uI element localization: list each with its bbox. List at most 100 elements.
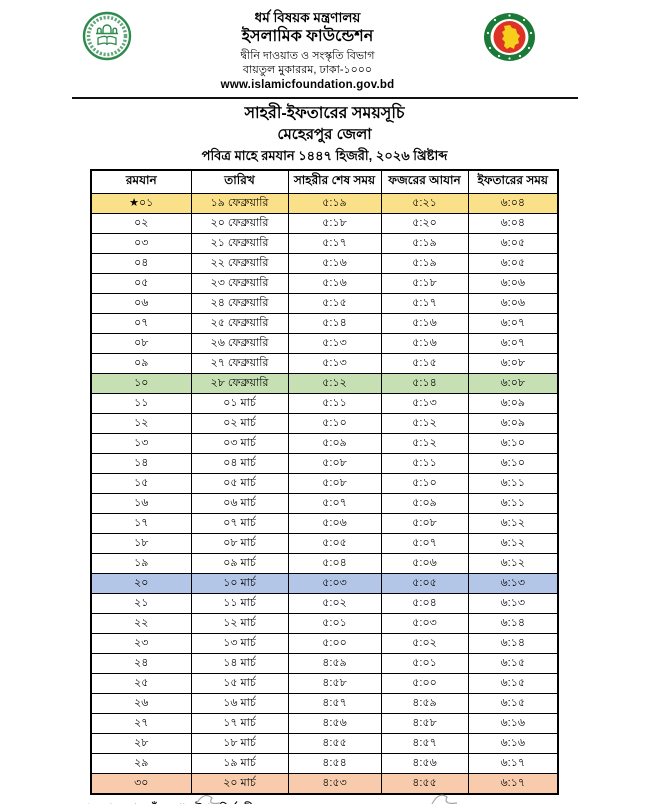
cell: ৬:১০ bbox=[467, 453, 559, 475]
table-row: ০৪ ২২ ফেব্রুয়ারি ৫:১৬ ৫:১৯ ৬:০৫ bbox=[90, 253, 559, 275]
table-row: ২৫ ১৫ মার্চ ৪:৫৮ ৫:০০ ৬:১৫ bbox=[90, 673, 559, 695]
cell: ৪:৫৮ bbox=[380, 713, 469, 735]
cell: ২৫ bbox=[90, 673, 192, 695]
table-row: ১৬ ০৬ মার্চ ৫:০৭ ৫:০৯ ৬:১১ bbox=[90, 493, 559, 515]
cell: ৫:১৬ bbox=[380, 313, 469, 335]
table-row: ২৪ ১৪ মার্চ ৪:৫৯ ৫:০১ ৬:১৫ bbox=[90, 653, 559, 675]
table-row: ২৮ ১৮ মার্চ ৪:৫৫ ৪:৫৭ ৬:১৬ bbox=[90, 733, 559, 755]
organization-name: ইসলামিক ফাউন্ডেশন bbox=[241, 27, 374, 45]
cell: ৬:১১ bbox=[467, 493, 559, 515]
cell: ৫:০২ bbox=[380, 633, 469, 655]
cell: ০৯ bbox=[90, 353, 192, 375]
cell: ৫:১৭ bbox=[287, 233, 382, 255]
cell: ৫:০০ bbox=[287, 633, 382, 655]
table-header: রমযান তারিখ সাহরীর শেষ সময় ফজরের আযান ই… bbox=[90, 169, 559, 195]
header-sahri-end: সাহরীর শেষ সময় bbox=[287, 169, 382, 195]
cell: ৫:১৬ bbox=[287, 253, 382, 275]
cell: ২৭ ফেব্রুয়ারি bbox=[190, 353, 289, 375]
table-row: ২৯ ১৯ মার্চ ৪:৫৪ ৪:৫৬ ৬:১৭ bbox=[90, 753, 559, 775]
cell: ৩০ bbox=[90, 773, 192, 795]
cell: ১১ মার্চ bbox=[190, 593, 289, 615]
cell: ৫:১৮ bbox=[380, 273, 469, 295]
table-row: ২৬ ১৬ মার্চ ৪:৫৭ ৪:৫৯ ৬:১৫ bbox=[90, 693, 559, 715]
cell: ৫:০৬ bbox=[380, 553, 469, 575]
cell: ১৯ ফেব্রুয়ারি bbox=[190, 193, 289, 215]
table-row: ১৩ ০৩ মার্চ ৫:০৯ ৫:১২ ৬:১০ bbox=[90, 433, 559, 455]
header-date: তারিখ bbox=[190, 169, 289, 195]
cell: ২৩ bbox=[90, 633, 192, 655]
cell: ৬:০৮ bbox=[467, 373, 559, 395]
letterhead-text: ধর্ম বিষয়ক মন্ত্রণালয় ইসলামিক ফাউন্ডেশ… bbox=[133, 9, 482, 92]
cell: ৬:১৭ bbox=[467, 753, 559, 775]
cell: ৫:০৫ bbox=[287, 533, 382, 555]
cell: ৫:০১ bbox=[287, 613, 382, 635]
cell: ১৭ মার্চ bbox=[190, 713, 289, 735]
cell: ১৫ bbox=[90, 473, 192, 495]
cell: ১৪ মার্চ bbox=[190, 653, 289, 675]
cell: ১৬ bbox=[90, 493, 192, 515]
table-row: ০৫ ২৩ ফেব্রুয়ারি ৫:১৬ ৫:১৮ ৬:০৬ bbox=[90, 273, 559, 295]
bangladesh-government-emblem-icon bbox=[484, 13, 535, 61]
cell: ৬:১২ bbox=[467, 553, 559, 575]
cell: ৪:৫৯ bbox=[287, 653, 382, 675]
cell: ৫:১৪ bbox=[287, 313, 382, 335]
cell: ৪:৫৮ bbox=[287, 673, 382, 695]
table-row: ১৯ ০৯ মার্চ ৫:০৪ ৫:০৬ ৬:১২ bbox=[90, 553, 559, 575]
cell: ৫:২১ bbox=[380, 193, 469, 215]
schedule-table: রমযান তারিখ সাহরীর শেষ সময় ফজরের আযান ই… bbox=[90, 169, 559, 796]
cell: ৫:০৯ bbox=[287, 433, 382, 455]
cell: ৫:১৪ bbox=[380, 373, 469, 395]
cell: ৬:০৯ bbox=[467, 413, 559, 435]
cell: ৫:১১ bbox=[380, 453, 469, 475]
letterhead: ধর্ম বিষয়ক মন্ত্রণালয় ইসলামিক ফাউন্ডেশ… bbox=[0, 0, 649, 92]
cell: ২৬ ফেব্রুয়ারি bbox=[190, 333, 289, 355]
cell: ০৫ bbox=[90, 273, 192, 295]
header-ramadan: রমযান bbox=[90, 169, 192, 195]
cell: ০৯ মার্চ bbox=[190, 553, 289, 575]
table-row: ০৯ ২৭ ফেব্রুয়ারি ৫:১৩ ৫:১৫ ৬:০৮ bbox=[90, 353, 559, 375]
website-link[interactable]: www.islamicfoundation.gov.bd bbox=[220, 78, 395, 91]
document-title: সাহরী-ইফতারের সময়সূচি bbox=[244, 105, 405, 123]
cell: ৫:১২ bbox=[287, 373, 382, 395]
cell: ০১ মার্চ bbox=[190, 393, 289, 415]
district-title: মেহেরপুর জেলা bbox=[277, 126, 372, 144]
cell: ৪:৫৯ bbox=[380, 693, 469, 715]
cell: ১৮ bbox=[90, 533, 192, 555]
cell: ৫:০৩ bbox=[380, 613, 469, 635]
islamic-foundation-logo-icon bbox=[82, 11, 132, 61]
cell: ৫:১০ bbox=[380, 473, 469, 495]
cell: ২৮ ফেব্রুয়ারি bbox=[190, 373, 289, 395]
cell: ৬:১৫ bbox=[467, 653, 559, 675]
cell: ০৬ মার্চ bbox=[190, 493, 289, 515]
cell: ৬:০৯ bbox=[467, 393, 559, 415]
table-row: ২৩ ১৩ মার্চ ৫:০০ ৫:০২ ৬:১৪ bbox=[90, 633, 559, 655]
cell: ৬:১৪ bbox=[467, 613, 559, 635]
cell: ৬:০৬ bbox=[467, 273, 559, 295]
cell: ২২ ফেব্রুয়ারি bbox=[190, 253, 289, 275]
cell: ৬:১৩ bbox=[467, 573, 559, 595]
cell: ৫:০৮ bbox=[380, 513, 469, 535]
cell: ০৭ মার্চ bbox=[190, 513, 289, 535]
letterhead-divider bbox=[71, 97, 578, 100]
table-row: ১৮ ০৮ মার্চ ৫:০৫ ৫:০৭ ৬:১২ bbox=[90, 533, 559, 555]
cell: ১২ bbox=[90, 413, 192, 435]
cell: ৫:০৭ bbox=[287, 493, 382, 515]
cell: ৬:০৫ bbox=[467, 233, 559, 255]
title-block: সাহরী-ইফতারের সময়সূচি মেহেরপুর জেলা পবি… bbox=[0, 104, 649, 164]
cell: ১৯ মার্চ bbox=[190, 753, 289, 775]
cell: ৫:১১ bbox=[287, 393, 382, 415]
cell: ৫:০৯ bbox=[380, 493, 469, 515]
cell: ৫:০৪ bbox=[380, 593, 469, 615]
cell: ৫:০৮ bbox=[287, 453, 382, 475]
cell: ১২ মার্চ bbox=[190, 613, 289, 635]
cell: ৬:১৭ bbox=[467, 773, 559, 795]
table-row: ২০ ১০ মার্চ ৫:০৩ ৫:০৫ ৬:১৩ bbox=[90, 573, 559, 595]
cell: ১০ মার্চ bbox=[190, 573, 289, 595]
cell: ৫:০৩ bbox=[287, 573, 382, 595]
table-row: ★০১ ১৯ ফেব্রুয়ারি ৫:১৯ ৫:২১ ৬:০৪ bbox=[90, 193, 559, 215]
table-row: ০৩ ২১ ফেব্রুয়ারি ৫:১৭ ৫:১৯ ৬:০৫ bbox=[90, 233, 559, 255]
table-row: ১২ ০২ মার্চ ৫:১০ ৫:১২ ৬:০৯ bbox=[90, 413, 559, 435]
cell: ৫:১৩ bbox=[287, 353, 382, 375]
cell: ৬:০৭ bbox=[467, 333, 559, 355]
cell: ২৩ ফেব্রুয়ারি bbox=[190, 273, 289, 295]
